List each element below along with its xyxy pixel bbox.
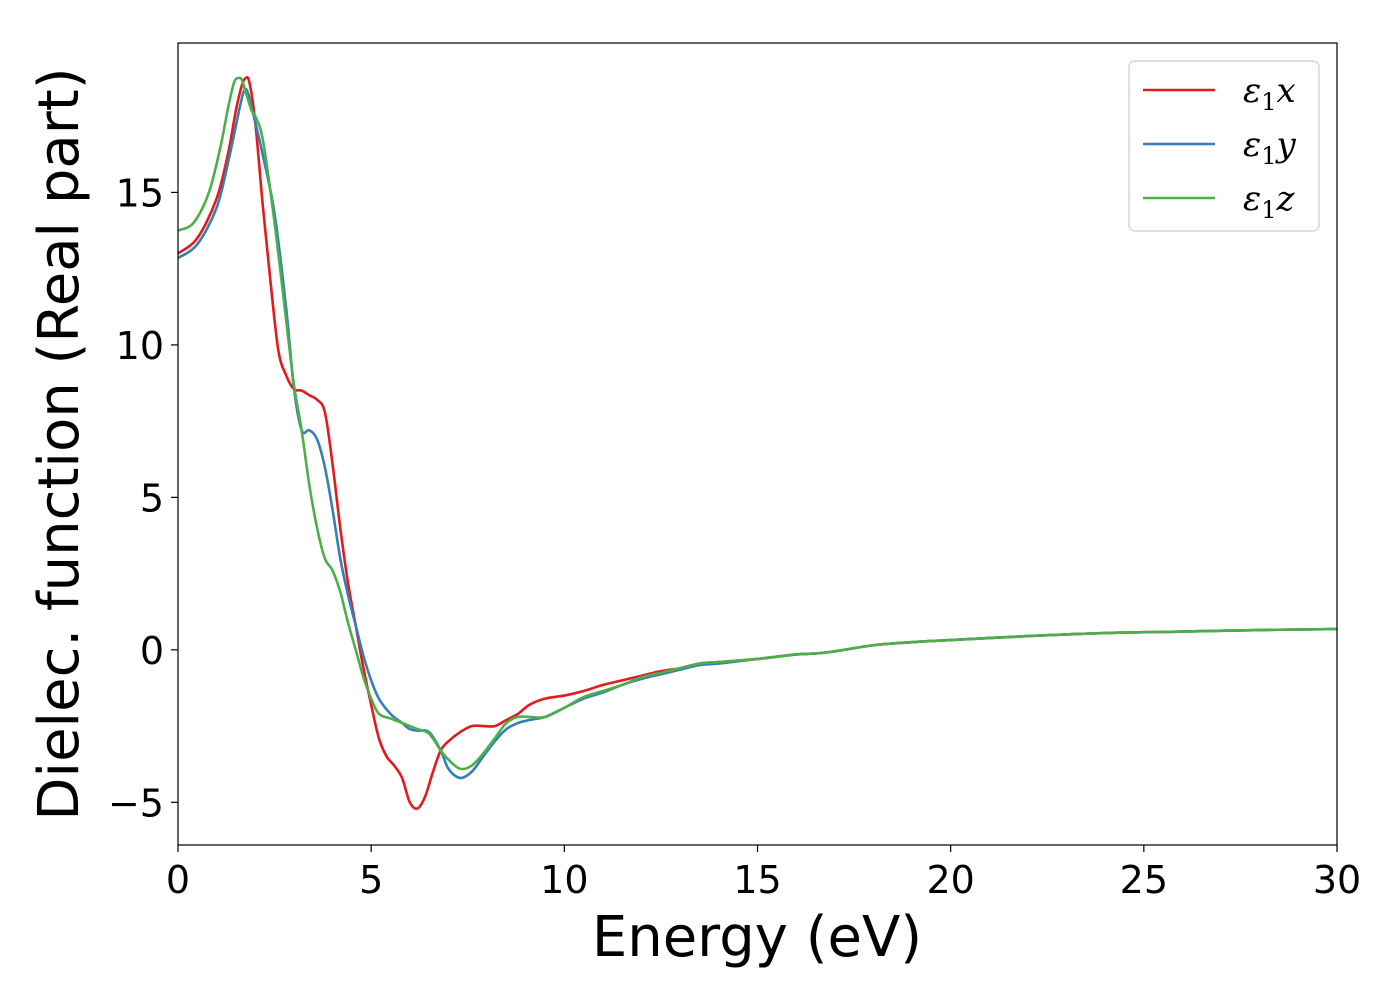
y-tick-label: 5	[140, 476, 164, 520]
y-tick-label: 15	[116, 171, 164, 215]
legend-items: ε1x ε1y ε1z	[1143, 71, 1297, 224]
y-tick-label: −5	[108, 781, 164, 825]
y-tick-label: 10	[116, 324, 164, 368]
series-layer	[178, 76, 1337, 810]
x-tick-label: 25	[1120, 858, 1168, 902]
legend: ε1x ε1y ε1z	[1128, 60, 1320, 232]
x-axis: 0 5 10 15 20 25 30	[166, 845, 1361, 902]
x-tick-label: 30	[1313, 858, 1361, 902]
x-tick-label: 10	[540, 858, 588, 902]
legend-label-x: ε1x	[1243, 71, 1296, 116]
legend-label-z: ε1z	[1243, 179, 1296, 224]
legend-label-y: ε1y	[1243, 125, 1297, 170]
x-tick-label: 20	[926, 858, 974, 902]
series-line-z	[178, 76, 1337, 771]
y-tick-label: 0	[140, 629, 164, 673]
x-tick-label: 15	[733, 858, 781, 902]
x-axis-label: Energy (eV)	[592, 905, 922, 970]
legend-frame	[1128, 60, 1320, 232]
x-tick-label: 5	[359, 858, 383, 902]
y-axis: −5 0 5 10 15	[108, 171, 178, 825]
y-axis-label: Dielec. function (Real part)	[27, 67, 92, 820]
x-tick-label: 0	[166, 858, 190, 902]
